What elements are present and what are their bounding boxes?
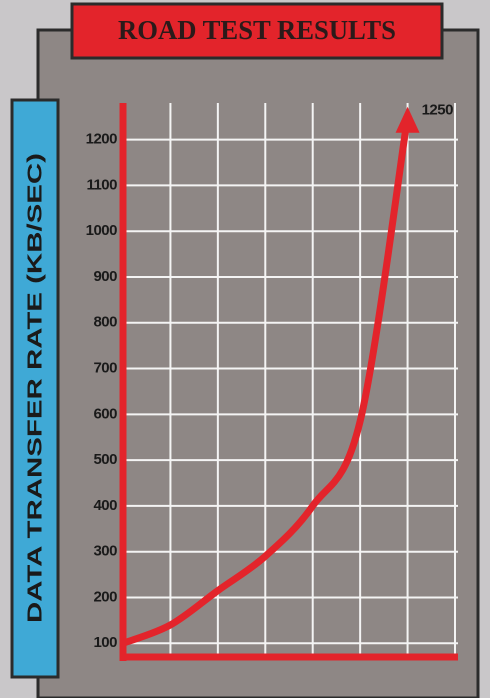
y-tick-label: 200 xyxy=(93,588,117,605)
chart-title: ROAD TEST RESULTS xyxy=(118,15,396,45)
y-tick-label: 800 xyxy=(93,314,117,331)
y-tick-label: 400 xyxy=(93,497,117,514)
y-tick-label: 1100 xyxy=(86,176,117,193)
y-tick-label: 300 xyxy=(93,543,117,560)
y-tick-label: 700 xyxy=(93,360,117,377)
y-tick-label: 100 xyxy=(93,634,117,651)
y-tick-label: 1000 xyxy=(86,222,118,239)
value-annotation: 1250 xyxy=(422,102,454,119)
page: {"chart_data": {"type": "line", "title":… xyxy=(0,0,490,698)
y-tick-label: 900 xyxy=(93,268,117,285)
y-tick-label: 500 xyxy=(93,451,117,468)
y-axis-label: DATA TRANSFER RATE (KB/SEC) xyxy=(24,153,46,623)
y-tick-label: 600 xyxy=(93,405,117,422)
y-tick-label: 1200 xyxy=(86,131,118,148)
chart: ROAD TEST RESULTS DATA TRANSFER RATE (KB… xyxy=(0,0,490,698)
